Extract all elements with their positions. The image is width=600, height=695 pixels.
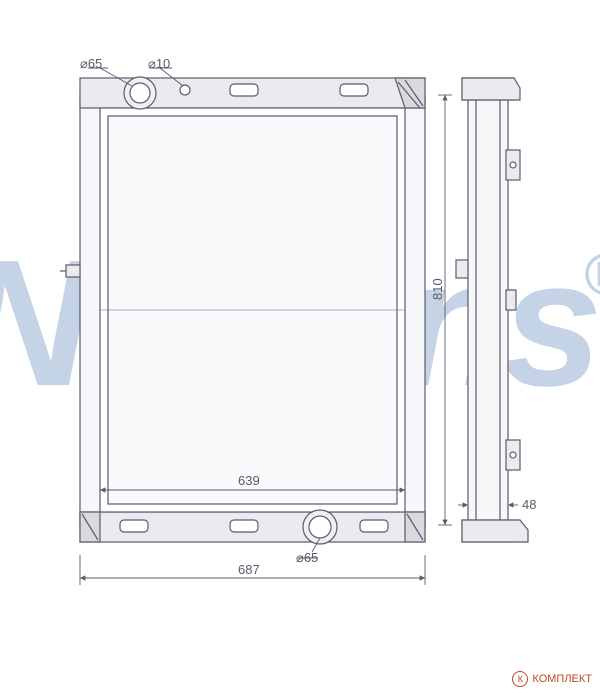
drawing-canvas: Nissens®: [0, 0, 600, 695]
komplekt-badge: К КОМПЛЕКТ: [512, 671, 592, 687]
technical-drawing: [0, 0, 600, 695]
dim-d10: ⌀10: [148, 56, 170, 72]
side-view: [456, 78, 528, 542]
dim-48: 48: [522, 497, 536, 512]
komplekt-text: КОМПЛЕКТ: [532, 673, 592, 685]
dim-d65-top: ⌀65: [80, 56, 102, 72]
dim-687: 687: [238, 562, 260, 577]
dim-810: 810: [430, 278, 445, 300]
komplekt-logo-icon: К: [512, 671, 528, 687]
dim-639: 639: [238, 473, 260, 488]
dim-d65-bot: ⌀65: [296, 550, 318, 566]
